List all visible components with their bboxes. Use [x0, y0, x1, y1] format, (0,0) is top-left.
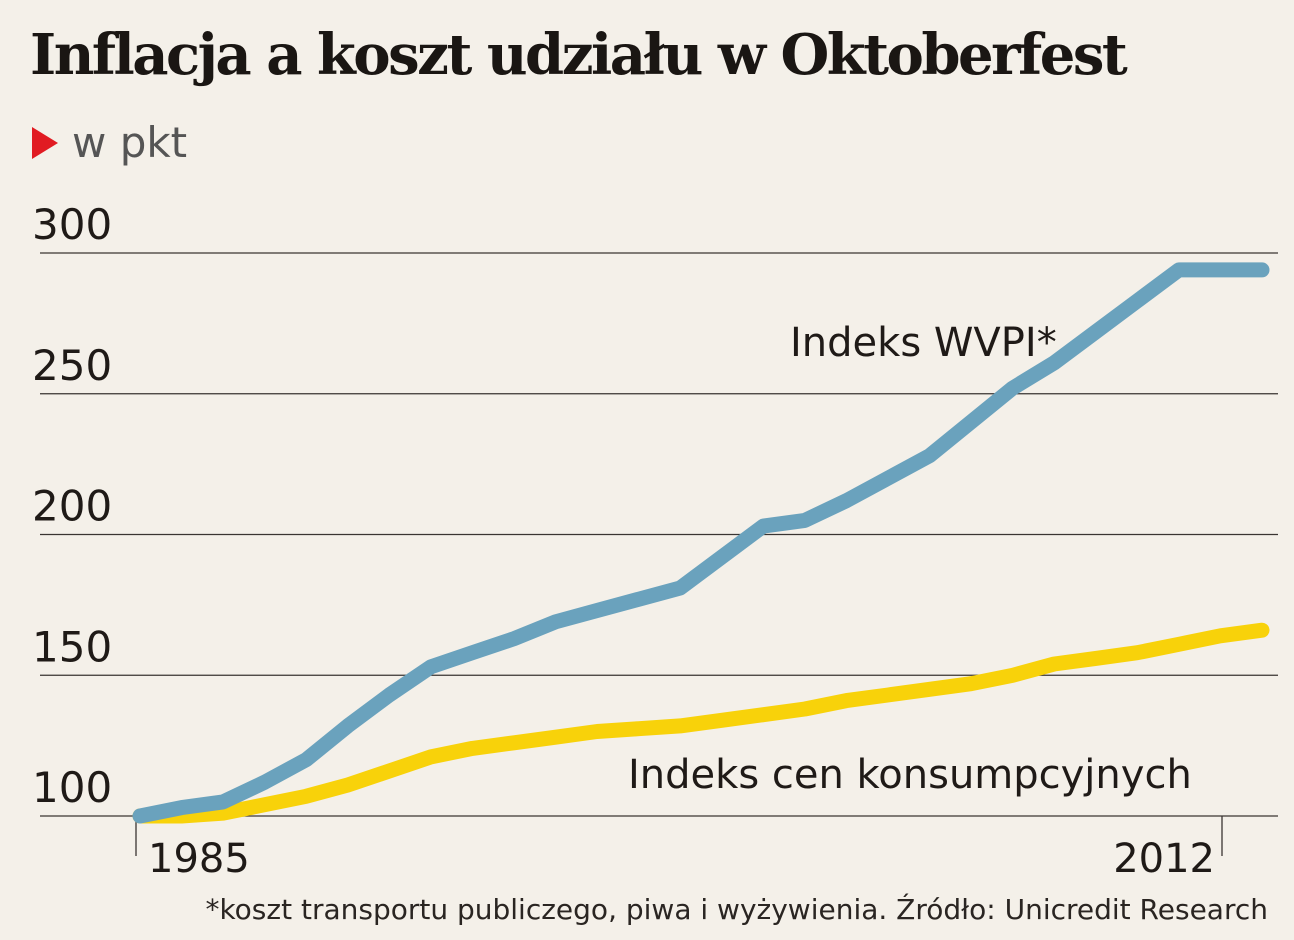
y-axis-tick-labels: 100 150 200 250 300 — [32, 200, 112, 812]
series-label-wvpi: Indeks WVPI* — [790, 320, 1057, 366]
x-tick-label-1985: 1985 — [148, 836, 250, 882]
series-line-wvpi — [132, 262, 1270, 824]
chart-subtitle: w pkt — [32, 118, 187, 167]
y-tick-label-150: 150 — [32, 622, 112, 671]
x-tick-label-2012: 2012 — [1113, 836, 1215, 882]
series-line-cpi — [132, 622, 1270, 824]
triangle-bullet-icon — [32, 126, 58, 159]
grid-lines — [40, 252, 1278, 817]
x-axis-ticks: 1985 2012 — [135, 816, 1223, 882]
y-tick-label-100: 100 — [32, 763, 112, 812]
y-tick-label-200: 200 — [32, 482, 112, 531]
y-tick-label-300: 300 — [32, 200, 112, 249]
series-label-cpi: Indeks cen konsumpcyjnych — [628, 752, 1192, 798]
y-tick-label-250: 250 — [32, 341, 112, 390]
unit-label: w pkt — [72, 118, 188, 167]
series-labels: Indeks WVPI* Indeks cen konsumpcyjnych — [628, 320, 1192, 798]
footnote-source: *koszt transportu publiczego, piwa i wyż… — [205, 893, 1268, 926]
series-lines — [132, 262, 1270, 824]
chart-title: Inflacja a koszt udziału w Oktoberfest — [30, 22, 1128, 88]
